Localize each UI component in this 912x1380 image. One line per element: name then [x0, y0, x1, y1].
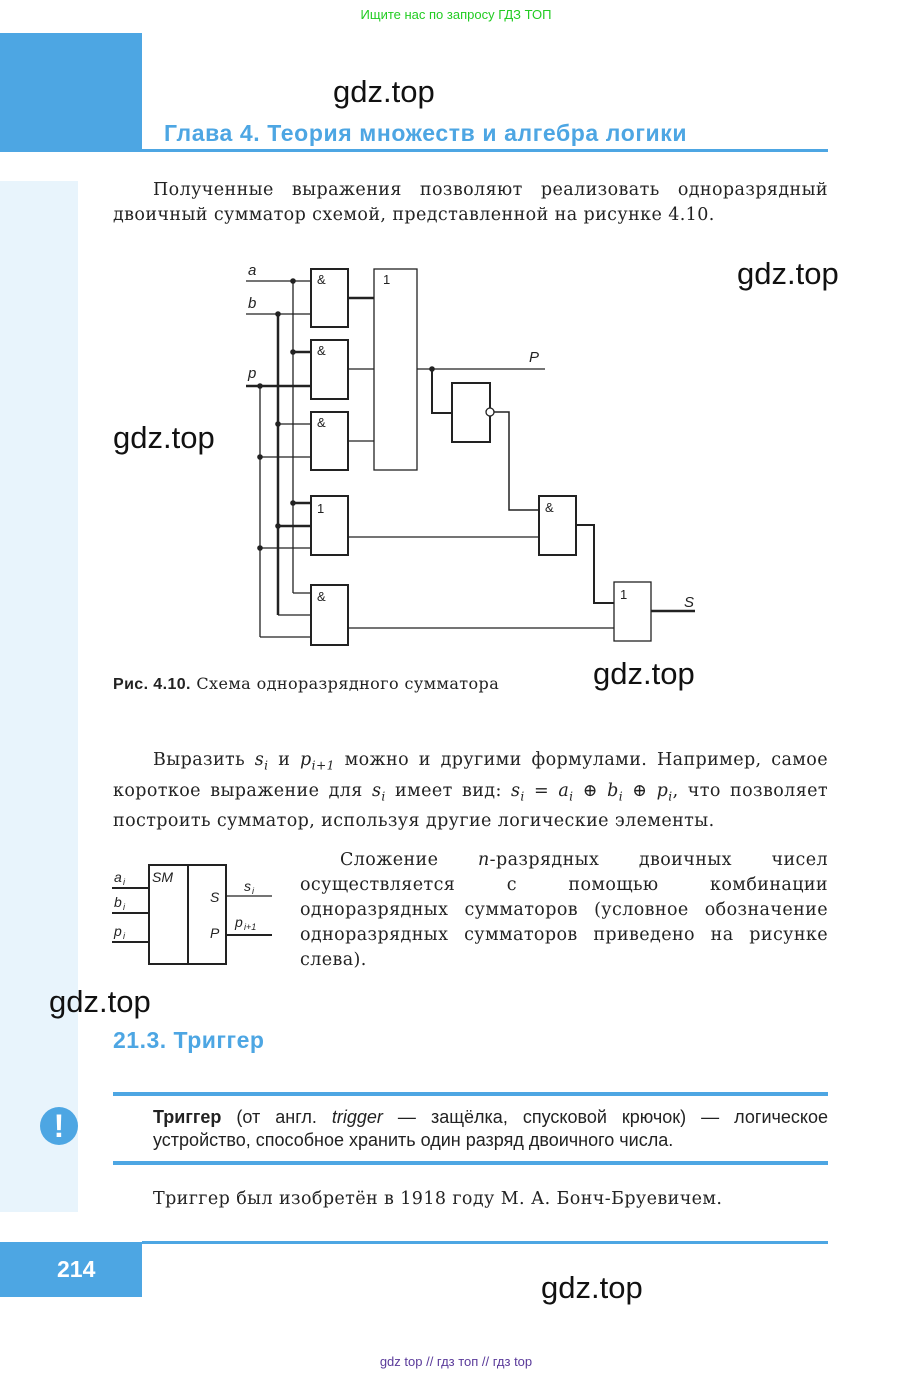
- input-b-label: b: [248, 295, 256, 312]
- input-a-label: a: [248, 262, 256, 279]
- definition-rule-bottom: [113, 1161, 828, 1165]
- caption-number: Рис. 4.10.: [113, 676, 191, 693]
- definition-rule-top: [113, 1092, 828, 1096]
- output-label: s: [244, 878, 251, 894]
- figure-caption: Рис. 4.10. Схема одноразрядного сумматор…: [113, 674, 499, 694]
- page-number: 214: [0, 1242, 142, 1297]
- paragraph-1: Полученные выражения позволяют реализова…: [113, 180, 828, 225]
- paragraph-2: Выразить si и pi+1 можно и другими форму…: [113, 750, 828, 831]
- gate-label: 1: [620, 587, 627, 602]
- footer-rule: [142, 1241, 828, 1244]
- gate-label: 1: [317, 501, 324, 516]
- definition-text: Триггер (от англ. trigger — защёлка, спу…: [153, 1107, 828, 1150]
- svg-text:i: i: [252, 886, 255, 896]
- not-gate: [451, 382, 491, 443]
- watermark: gdz.top: [113, 420, 215, 455]
- svg-text:i: i: [123, 902, 126, 912]
- output-p: P: [210, 925, 220, 941]
- gate-label: 1: [383, 272, 390, 287]
- header-block: [0, 33, 142, 152]
- watermark: gdz.top: [593, 656, 695, 691]
- watermark: gdz.top: [333, 74, 435, 109]
- adder-circuit-diagram: a b p P S & & & 1 & 1 & 1: [246, 262, 695, 646]
- watermark: gdz.top: [541, 1270, 643, 1305]
- input-label: p: [113, 923, 122, 939]
- exclamation-icon: !: [40, 1107, 78, 1145]
- sm-title: SM: [152, 869, 173, 885]
- input-p-label: p: [247, 365, 256, 382]
- gate-label: &: [317, 415, 326, 430]
- caption-text: Схема одноразрядного сумматора: [196, 674, 500, 693]
- gate-label: &: [317, 343, 326, 358]
- sidebar-strip: [0, 181, 78, 1212]
- svg-text:i+1: i+1: [244, 922, 256, 932]
- chapter-title: Глава 4. Теория множеств и алгебра логик…: [164, 120, 688, 146]
- section-title: 21.3. Триггер: [113, 1027, 265, 1053]
- watermark: gdz.top: [49, 984, 151, 1019]
- gate-label: &: [317, 589, 326, 604]
- output-label: p: [234, 914, 243, 930]
- output-s-label: S: [684, 594, 694, 611]
- gate-label: &: [545, 500, 554, 515]
- output-p-label: P: [529, 349, 539, 366]
- output-s: S: [210, 889, 220, 905]
- footer-links: gdz top // гдз топ // гдз top: [379, 1354, 533, 1369]
- watermark: gdz.top: [737, 256, 839, 291]
- svg-text:i: i: [123, 877, 126, 887]
- and-gate: [310, 584, 349, 646]
- or-gate: [310, 495, 349, 556]
- or-gate: [373, 268, 418, 471]
- paragraph-4: Триггер был изобретён в 1918 году М. А. …: [153, 1189, 723, 1209]
- gate-label: &: [317, 272, 326, 287]
- svg-text:i: i: [123, 931, 126, 941]
- paragraph-3: Сложение n-разрядных двоичных чисел осущ…: [300, 850, 828, 970]
- input-label: b: [114, 894, 122, 910]
- input-label: a: [114, 869, 122, 885]
- header-rule: [142, 149, 828, 152]
- top-banner: Ищите нас по запросу ГДЗ ТОП: [360, 7, 552, 22]
